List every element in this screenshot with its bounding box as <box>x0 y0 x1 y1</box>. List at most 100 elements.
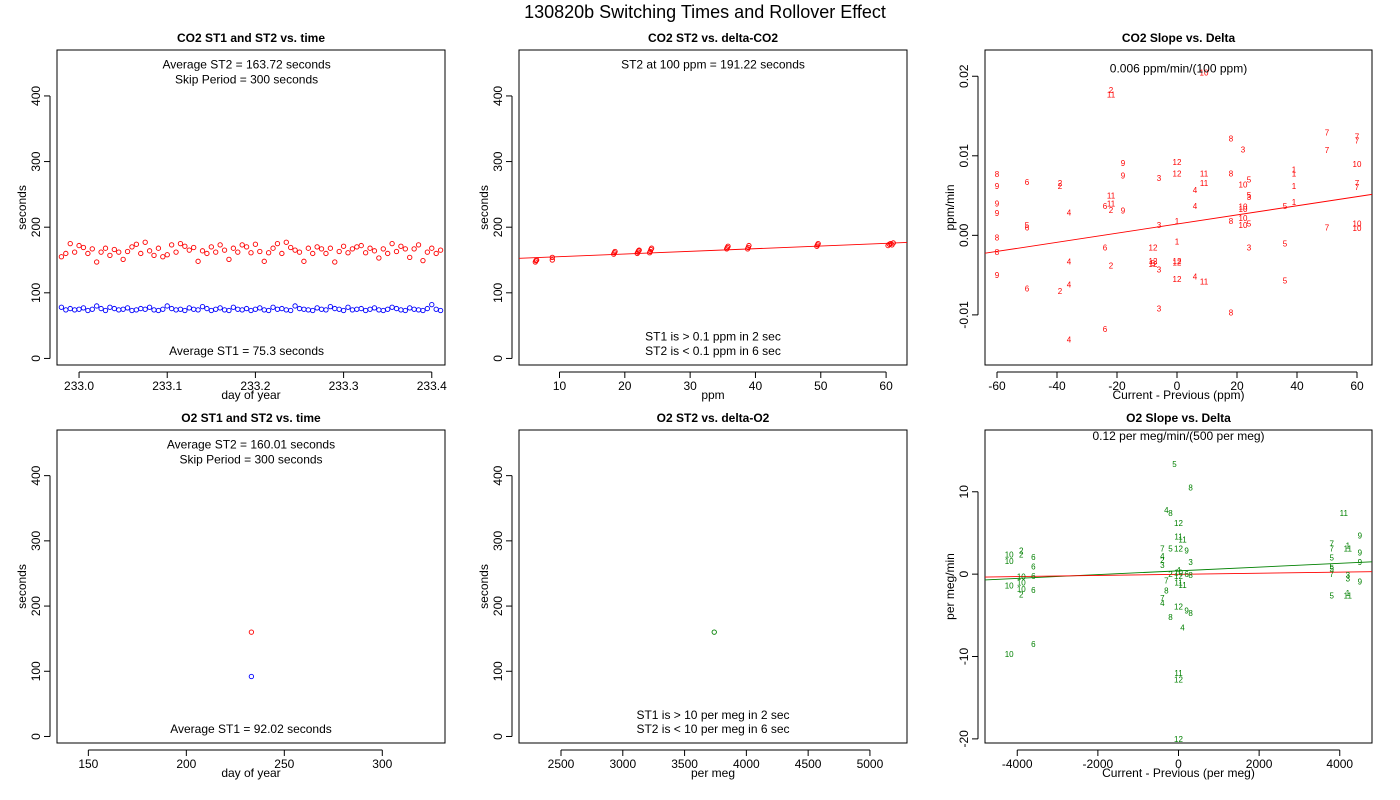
data-point-label: 10 <box>1353 160 1362 169</box>
data-point <box>437 247 444 253</box>
data-point <box>420 307 426 314</box>
data-point <box>354 306 360 312</box>
data-point <box>288 244 294 251</box>
data-point <box>63 307 69 313</box>
data-point <box>345 304 351 310</box>
data-point <box>327 303 334 310</box>
data-point <box>371 305 378 311</box>
data-point-label: 5 <box>1247 176 1252 185</box>
data-point <box>226 256 232 262</box>
data-point-label: 9 <box>1184 606 1189 615</box>
data-point-label: 10 <box>1239 214 1248 223</box>
data-point-label: 5 <box>1329 554 1334 563</box>
y-tick-label: 0.00 <box>957 223 971 247</box>
data-point <box>424 249 431 255</box>
data-point <box>217 305 223 311</box>
data-point <box>890 240 896 246</box>
data-point <box>151 307 157 313</box>
x-tick-label: -20 <box>1108 379 1126 393</box>
data-point-label: 12 <box>1173 257 1182 266</box>
data-point <box>186 305 192 311</box>
data-point <box>261 258 267 264</box>
x-tick-label: 60 <box>879 379 893 393</box>
data-point <box>102 307 109 314</box>
data-point <box>173 249 179 255</box>
y-axis-label: seconds <box>477 564 491 609</box>
y-tick-label: 300 <box>491 531 505 551</box>
data-point <box>80 305 87 311</box>
data-point <box>204 250 210 257</box>
data-point-label: 5 <box>1329 564 1334 573</box>
data-point <box>283 239 289 245</box>
data-point <box>107 252 113 259</box>
data-point-label: 5 <box>1247 191 1252 200</box>
y-tick-label: 200 <box>491 596 505 616</box>
data-point-label: 11 <box>1344 592 1353 601</box>
data-series <box>248 673 255 680</box>
data-point <box>746 242 752 249</box>
data-point <box>380 307 386 314</box>
plot-annotation: ST1 is > 0.1 ppm in 2 sec <box>645 330 781 344</box>
data-point-label: 3 <box>1157 174 1162 183</box>
data-point-label: 12 <box>1149 257 1158 266</box>
data-point <box>354 244 360 250</box>
x-axis-label: ppm <box>701 388 724 402</box>
x-tick-label: 4500 <box>795 757 822 771</box>
data-point <box>815 240 821 247</box>
data-point <box>98 305 104 312</box>
plot-frame <box>56 49 446 366</box>
x-tick-label: -2000 <box>1083 757 1114 771</box>
chart-panel-3: CO2 Slope vs. Delta -60 -40 -20 0 20 40 60 Curre… <box>943 31 1373 402</box>
plot-frame <box>56 429 446 744</box>
data-series <box>248 629 255 635</box>
data-point <box>301 306 307 312</box>
trend-line <box>984 571 1373 578</box>
data-point <box>248 629 255 635</box>
data-point <box>129 307 135 314</box>
data-point <box>367 306 373 312</box>
data-point <box>332 305 338 312</box>
data-point <box>296 249 303 255</box>
data-point-label: 9 <box>995 209 1000 218</box>
data-point-label: 2 <box>1019 591 1024 600</box>
data-point-label: 8 <box>1188 571 1193 580</box>
data-point-label: 7 <box>1355 183 1360 192</box>
data-point-label: 12 <box>1149 260 1158 269</box>
data-point <box>292 303 298 309</box>
plot-annotation: ST1 is > 10 per meg in 2 sec <box>636 708 789 722</box>
data-point <box>208 244 214 250</box>
y-tick-label: 200 <box>29 596 43 616</box>
data-point-label: 4 <box>1160 599 1165 608</box>
data-point <box>243 244 250 250</box>
data-point-label: 8 <box>1188 609 1193 618</box>
data-point <box>182 307 188 314</box>
y-axis-label: per meg/min <box>943 553 957 620</box>
data-point-label: 6 <box>1103 243 1108 252</box>
data-point <box>305 307 311 313</box>
data-point-label: 10 <box>1005 557 1014 566</box>
data-point <box>261 307 267 313</box>
data-point-label: 12 <box>1174 602 1183 611</box>
plot-annotation: 0.12 per meg/min/(500 per meg) <box>1092 429 1264 443</box>
data-point-label: 1 <box>1292 165 1297 174</box>
data-point <box>367 245 373 251</box>
panel-title: O2 ST1 and ST2 vs. time <box>181 411 321 425</box>
data-point <box>274 240 281 247</box>
data-point <box>362 250 369 256</box>
data-point-label: 10 <box>1239 205 1248 214</box>
y-tick-label: 100 <box>29 661 43 681</box>
data-point-label: 9 <box>1358 531 1363 540</box>
data-point-label: 5 <box>1025 221 1030 230</box>
data-point <box>270 245 276 251</box>
data-point-label: 6 <box>1025 178 1030 187</box>
data-point-label: 5 <box>1151 259 1156 268</box>
data-point <box>612 248 618 255</box>
data-point <box>415 242 422 248</box>
data-point-label: 9 <box>1358 578 1363 587</box>
data-point <box>120 256 126 262</box>
data-point-label: 11 <box>1174 532 1183 541</box>
data-point <box>58 304 65 310</box>
data-point <box>433 250 439 257</box>
data-point-label: 7 <box>1325 223 1330 232</box>
